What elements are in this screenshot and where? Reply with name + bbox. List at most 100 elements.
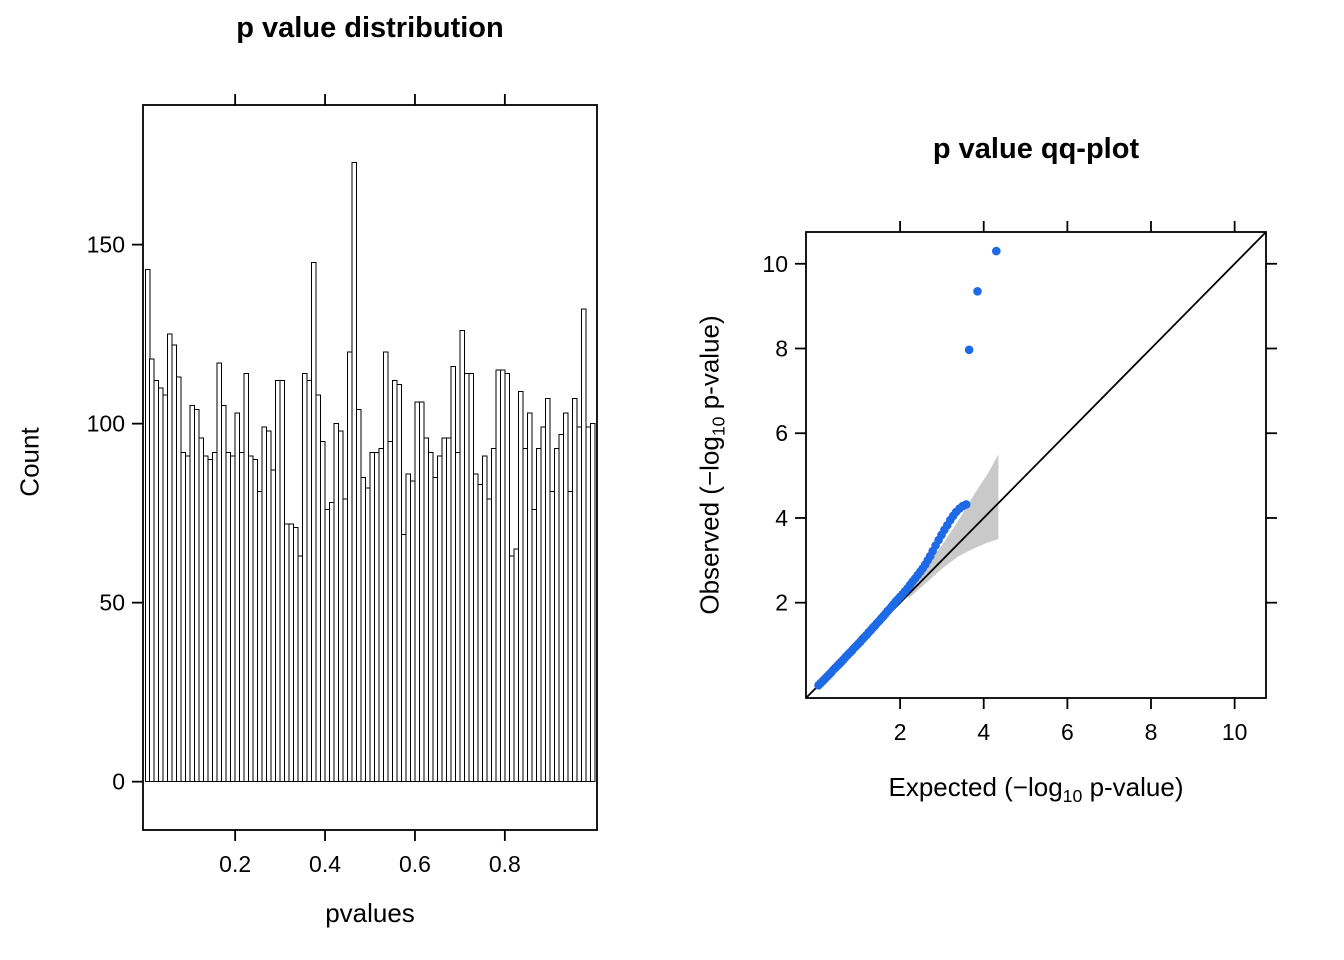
tick-label: 100 — [87, 411, 125, 437]
hist-bar — [472, 473, 479, 783]
hist-bar — [162, 394, 169, 783]
histogram-title: p value distribution — [236, 12, 504, 44]
hist-bar — [378, 448, 384, 783]
hist-bar — [342, 498, 349, 783]
hist-bar — [347, 351, 353, 783]
hist-bar — [418, 401, 425, 783]
hist-bar — [580, 308, 587, 783]
hist-bar — [279, 380, 286, 783]
hist-bar — [329, 501, 335, 783]
hist-bar — [270, 469, 277, 783]
hist-bar — [243, 373, 250, 783]
hist-bar — [153, 380, 160, 783]
hist-bar — [221, 405, 227, 783]
hist-bar — [544, 398, 551, 783]
hist-bar — [252, 458, 259, 783]
hist-bar — [468, 373, 474, 783]
hist-bar — [477, 484, 483, 783]
tick-label: 4 — [775, 505, 788, 531]
histogram-x-axis-label: pvalues — [325, 898, 415, 928]
hist-bar — [297, 555, 304, 783]
qq-plot-box — [805, 231, 1267, 699]
hist-bar — [275, 380, 281, 783]
hist-bar — [185, 455, 191, 783]
hist-bar — [351, 161, 358, 783]
tick-label: 10 — [1222, 719, 1248, 745]
tick-label: 0 — [112, 769, 125, 795]
hist-bar — [194, 408, 200, 783]
hist-bar — [311, 262, 317, 783]
hist-bar — [450, 365, 456, 783]
hist-bar — [387, 441, 393, 783]
hist-bar — [369, 451, 375, 783]
hist-bar — [225, 451, 232, 783]
hist-bar — [149, 358, 155, 783]
hist-bar — [432, 476, 438, 783]
qq-x-axis-label: Expected (−log10 p-value) — [806, 772, 1266, 807]
hist-bar — [216, 362, 223, 783]
hist-bar — [486, 498, 492, 783]
tick-label: 0.4 — [309, 851, 341, 877]
tick-label: 50 — [99, 590, 125, 616]
hist-bar — [176, 376, 182, 783]
hist-bar — [504, 373, 510, 783]
qq-point — [992, 246, 1001, 256]
hist-bar — [409, 480, 416, 783]
hist-bar — [481, 455, 488, 783]
hist-bar — [306, 380, 313, 783]
tick-label: 6 — [775, 420, 788, 446]
hist-bar — [360, 476, 367, 783]
hist-bar — [445, 437, 452, 783]
hist-bar — [454, 451, 461, 783]
hist-bar — [540, 426, 546, 783]
hist-bar — [284, 523, 290, 783]
hist-bar — [207, 458, 214, 783]
qq-x-label-pre: Expected (−log — [888, 772, 1063, 802]
hist-bar — [171, 344, 178, 783]
tick-label: 2 — [894, 719, 907, 745]
hist-bar — [585, 426, 591, 783]
qq-y-label-pre: Observed (−log — [694, 436, 725, 615]
hist-bar — [576, 426, 582, 783]
hist-bar — [248, 455, 254, 783]
hist-bar — [526, 412, 533, 783]
hist-bar — [499, 369, 506, 783]
tick-label: 6 — [1061, 719, 1074, 745]
hist-bar — [320, 441, 326, 783]
tick-label: 150 — [87, 232, 125, 258]
qq-y-axis-label: Observed (−log10 p-value) — [694, 315, 729, 614]
qq-x-label-post: p-value) — [1082, 772, 1184, 802]
hist-bar — [535, 448, 542, 783]
hist-bar — [571, 398, 578, 783]
qq-point — [973, 287, 982, 296]
hist-bar — [356, 408, 362, 783]
confidence-band — [908, 454, 999, 599]
hist-bar — [338, 430, 344, 783]
tick-label: 0.8 — [489, 851, 521, 877]
hist-bar — [490, 448, 497, 783]
hist-bar — [522, 448, 528, 783]
hist-bar — [508, 555, 515, 783]
hist-bar — [203, 455, 209, 783]
hist-bar — [234, 412, 241, 783]
hist-bar — [324, 509, 331, 783]
qq-point — [961, 500, 971, 509]
hist-bar — [459, 330, 465, 783]
tick-label: 10 — [762, 251, 788, 277]
hist-bar — [198, 437, 205, 783]
hist-bar — [396, 383, 402, 783]
tick-label: 2 — [775, 590, 788, 616]
hist-bar — [567, 491, 573, 783]
hist-bar — [315, 394, 322, 783]
histogram-plot: 0.2 0.4 0.6 0.8 0 50 100 150 — [87, 94, 598, 877]
hist-bar — [333, 423, 340, 783]
histogram-y-axis-label: Count — [14, 427, 45, 497]
hist-plot-box — [142, 104, 598, 831]
hist-bar — [558, 433, 564, 783]
hist-bar — [180, 451, 187, 783]
hist-bar — [405, 473, 411, 783]
hist-bar — [391, 380, 398, 783]
hist-bar — [400, 534, 407, 783]
